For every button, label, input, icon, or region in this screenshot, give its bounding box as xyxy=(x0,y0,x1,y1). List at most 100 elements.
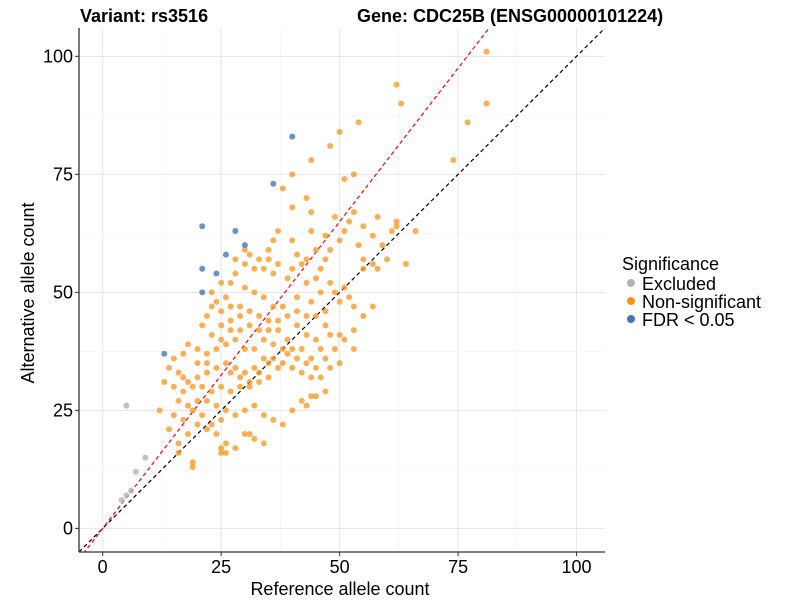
point-fdr-0-05 xyxy=(199,289,206,296)
point-non-significant xyxy=(161,379,168,386)
point-non-significant xyxy=(369,232,376,239)
point-non-significant xyxy=(360,256,367,263)
point-non-significant xyxy=(265,246,272,253)
point-non-significant xyxy=(303,402,310,409)
point-non-significant xyxy=(251,435,258,442)
point-non-significant xyxy=(251,346,258,353)
point-non-significant xyxy=(341,176,348,183)
point-non-significant xyxy=(203,369,210,376)
point-non-significant xyxy=(289,265,296,272)
point-non-significant xyxy=(218,445,225,452)
point-non-significant xyxy=(184,430,191,437)
point-non-significant xyxy=(218,279,225,286)
point-non-significant xyxy=(199,412,206,419)
point-non-significant xyxy=(303,312,310,319)
point-non-significant xyxy=(237,374,244,381)
point-non-significant xyxy=(393,81,400,88)
point-non-significant xyxy=(355,119,362,126)
x-tick-label: 75 xyxy=(448,557,468,577)
point-non-significant xyxy=(350,171,357,178)
y-tick-label: 50 xyxy=(53,282,73,302)
point-non-significant xyxy=(175,449,182,456)
point-non-significant xyxy=(208,303,215,310)
point-non-significant xyxy=(312,312,319,319)
point-non-significant xyxy=(284,336,291,343)
point-non-significant xyxy=(180,416,187,423)
point-non-significant xyxy=(194,360,201,367)
point-non-significant xyxy=(322,388,329,395)
point-non-significant xyxy=(213,430,220,437)
point-non-significant xyxy=(279,346,286,353)
point-non-significant xyxy=(194,374,201,381)
point-non-significant xyxy=(222,294,229,301)
point-non-significant xyxy=(237,383,244,390)
point-fdr-0-05 xyxy=(222,251,229,258)
point-non-significant xyxy=(189,464,196,471)
point-non-significant xyxy=(293,294,300,301)
legend-label-non-significant: Non-significant xyxy=(642,292,761,312)
point-non-significant xyxy=(336,237,343,244)
point-non-significant xyxy=(270,355,277,362)
point-non-significant xyxy=(308,298,315,305)
point-non-significant xyxy=(237,303,244,310)
point-non-significant xyxy=(336,298,343,305)
point-non-significant xyxy=(184,402,191,409)
point-non-significant xyxy=(232,336,239,343)
grid xyxy=(79,28,605,552)
y-tick-label: 100 xyxy=(43,46,73,66)
point-non-significant xyxy=(346,294,353,301)
point-non-significant xyxy=(279,185,286,192)
point-non-significant xyxy=(312,246,319,253)
point-non-significant xyxy=(189,459,196,466)
x-tick-label: 50 xyxy=(330,557,350,577)
legend-key-excluded xyxy=(627,279,635,287)
point-non-significant xyxy=(227,303,234,310)
point-non-significant xyxy=(341,227,348,234)
point-non-significant xyxy=(251,265,258,272)
point-non-significant xyxy=(260,294,267,301)
point-non-significant xyxy=(241,261,248,268)
point-non-significant xyxy=(194,346,201,353)
point-non-significant xyxy=(360,312,367,319)
point-non-significant xyxy=(260,440,267,447)
point-non-significant xyxy=(289,204,296,211)
point-fdr-0-05 xyxy=(199,223,206,230)
point-fdr-0-05 xyxy=(199,265,206,272)
point-non-significant xyxy=(166,364,173,371)
point-non-significant xyxy=(275,364,282,371)
axes xyxy=(78,28,605,553)
point-non-significant xyxy=(265,256,272,263)
point-non-significant xyxy=(246,383,253,390)
point-non-significant xyxy=(355,242,362,249)
point-non-significant xyxy=(308,157,315,164)
point-non-significant xyxy=(256,256,263,263)
point-non-significant xyxy=(298,397,305,404)
point-non-significant xyxy=(180,374,187,381)
point-non-significant xyxy=(374,213,381,220)
point-non-significant xyxy=(203,350,210,357)
point-non-significant xyxy=(303,256,310,263)
x-tick-label: 0 xyxy=(98,557,108,577)
point-non-significant xyxy=(213,298,220,305)
point-non-significant xyxy=(156,407,163,414)
point-non-significant xyxy=(336,331,343,338)
point-excluded xyxy=(123,492,130,499)
point-non-significant xyxy=(170,412,177,419)
point-non-significant xyxy=(256,379,263,386)
point-non-significant xyxy=(398,100,405,107)
point-non-significant xyxy=(270,416,277,423)
point-non-significant xyxy=(289,364,296,371)
point-non-significant xyxy=(279,303,286,310)
point-non-significant xyxy=(246,308,253,315)
point-excluded xyxy=(132,468,139,475)
point-non-significant xyxy=(237,327,244,334)
point-non-significant xyxy=(227,369,234,376)
point-non-significant xyxy=(360,223,367,230)
point-non-significant xyxy=(232,364,239,371)
point-non-significant xyxy=(312,336,319,343)
point-non-significant xyxy=(384,256,391,263)
point-non-significant xyxy=(284,350,291,357)
point-non-significant xyxy=(208,289,215,296)
point-non-significant xyxy=(303,331,310,338)
point-non-significant xyxy=(293,308,300,315)
